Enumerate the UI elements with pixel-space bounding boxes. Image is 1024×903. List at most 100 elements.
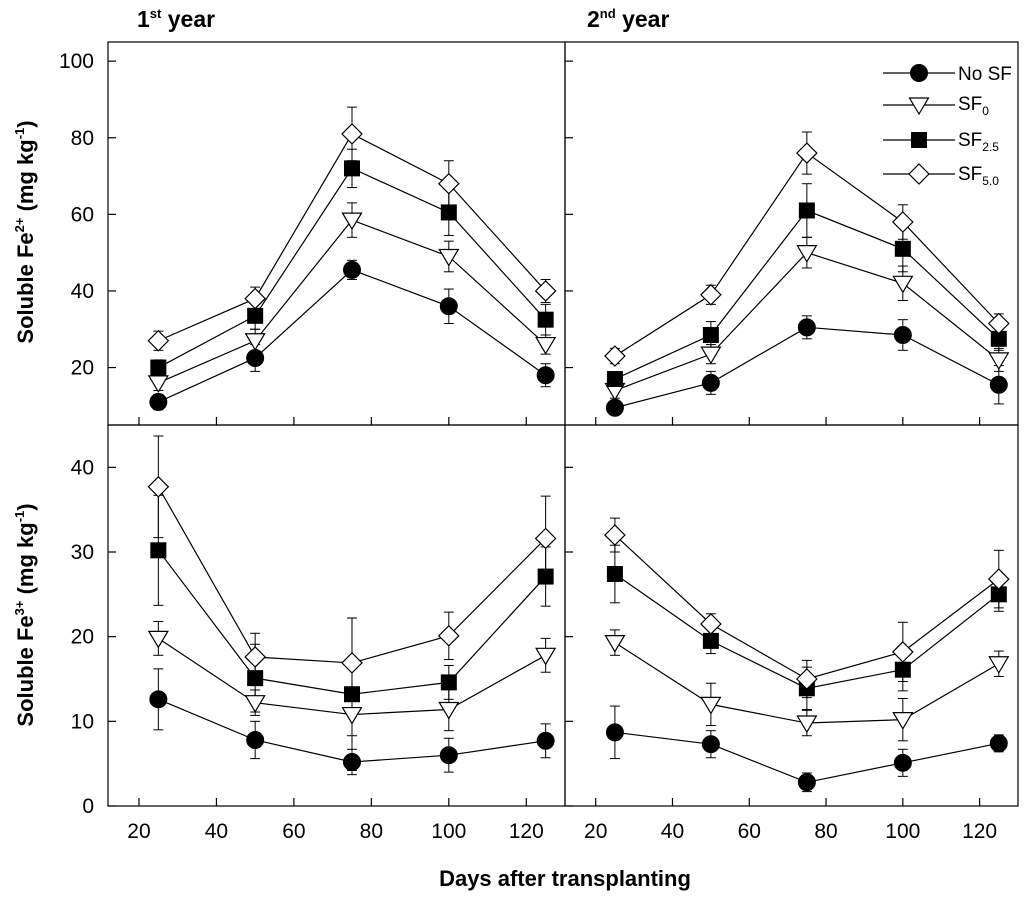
x-tick-label: 40 bbox=[205, 820, 228, 843]
legend-item-sf0: SF0 bbox=[883, 94, 989, 118]
x-axis-title: Days after transplanting bbox=[439, 866, 691, 891]
data-point-sf50 bbox=[987, 312, 1010, 335]
y-tick-label: 20 bbox=[71, 626, 94, 649]
data-point-nosf bbox=[893, 325, 912, 344]
data-point-sf50 bbox=[244, 287, 267, 310]
panel-bottom-left: 0 10 20 30 40 20 40 60 80 100 120 bbox=[71, 424, 566, 843]
data-point-sf50 bbox=[891, 211, 914, 233]
legend-marker-nosf bbox=[910, 64, 928, 82]
data-point-nosf bbox=[439, 297, 458, 316]
y-axis-title-top: Soluble Fe2+ (mg kg-1) bbox=[12, 120, 38, 343]
data-point-nosf bbox=[149, 393, 168, 412]
data-point-sf0 bbox=[341, 706, 363, 725]
data-point-nosf bbox=[605, 398, 624, 417]
x-tick-label: 20 bbox=[127, 820, 150, 843]
data-point-sf0 bbox=[604, 634, 626, 653]
data-point-sf50 bbox=[700, 283, 722, 306]
data-point-nosf bbox=[536, 731, 555, 750]
data-point-sf0 bbox=[438, 248, 460, 267]
x-tick-label: 20 bbox=[584, 820, 607, 843]
panel-top-right bbox=[564, 41, 1019, 426]
data-point-nosf bbox=[701, 373, 720, 392]
data-point-sf50 bbox=[437, 172, 460, 195]
panel-frame bbox=[564, 41, 1019, 426]
data-point-sf0 bbox=[147, 630, 169, 649]
legend-marker-sf50 bbox=[908, 163, 930, 185]
data-point-sf50 bbox=[604, 345, 626, 367]
svg-text:No SF: No SF bbox=[958, 64, 1012, 85]
data-point-sf0 bbox=[535, 336, 557, 355]
y-tick-label: 60 bbox=[71, 203, 94, 226]
data-point-sf50 bbox=[534, 280, 557, 302]
data-point-sf25 bbox=[537, 311, 554, 328]
data-point-nosf bbox=[439, 746, 458, 765]
data-point-sf50 bbox=[341, 123, 363, 145]
data-point-sf25 bbox=[247, 307, 264, 324]
y-tick-label: 40 bbox=[71, 280, 94, 303]
data-point-nosf bbox=[246, 730, 265, 749]
data-point-sf25 bbox=[702, 632, 719, 649]
data-point-sf0 bbox=[244, 695, 266, 713]
x-tick-label: 120 bbox=[962, 820, 997, 843]
data-point-sf25 bbox=[247, 670, 264, 687]
data-point-sf0 bbox=[244, 333, 266, 351]
data-point-sf0 bbox=[700, 346, 722, 365]
data-point-sf0 bbox=[892, 712, 914, 730]
data-point-sf25 bbox=[343, 686, 360, 703]
legend-item-sf25: SF2.5 bbox=[883, 130, 999, 154]
data-point-sf25 bbox=[606, 371, 623, 388]
data-point-sf0 bbox=[535, 647, 557, 666]
y-tick-label: 40 bbox=[71, 456, 94, 479]
x-tick-label: 80 bbox=[814, 820, 837, 843]
x-tick-label: 100 bbox=[431, 820, 466, 843]
data-point-sf50 bbox=[700, 613, 722, 635]
legend: No SF SF0 SF2.5 SF5.0 bbox=[883, 64, 1012, 188]
legend-item-no-sf: No SF bbox=[883, 64, 1012, 85]
panel-frame bbox=[107, 41, 566, 426]
y-tick-label: 100 bbox=[59, 50, 94, 73]
data-point-sf25 bbox=[440, 674, 457, 691]
y-tick-label: 30 bbox=[71, 541, 94, 564]
y-tick-label: 20 bbox=[71, 357, 94, 380]
data-point-sf25 bbox=[537, 568, 554, 585]
data-point-sf50 bbox=[534, 527, 557, 550]
data-point-nosf bbox=[797, 773, 816, 792]
y-tick-label: 80 bbox=[71, 127, 94, 150]
data-point-sf50 bbox=[604, 524, 626, 546]
data-point-sf50 bbox=[147, 329, 170, 352]
data-point-sf50 bbox=[796, 142, 818, 164]
data-point-sf0 bbox=[147, 375, 169, 394]
data-point-sf25 bbox=[150, 542, 167, 559]
data-point-sf0 bbox=[796, 245, 818, 263]
data-point-nosf bbox=[701, 735, 720, 754]
panel-bottom-right: 20 40 60 80 100 120 bbox=[564, 424, 1019, 843]
panel-title-2nd-year: 2nd year bbox=[587, 6, 669, 32]
panel-frame bbox=[107, 424, 566, 807]
data-point-sf0 bbox=[892, 275, 914, 294]
data-point-sf0 bbox=[438, 701, 460, 720]
y-tick-label: 10 bbox=[71, 710, 94, 733]
data-point-sf50 bbox=[341, 652, 363, 674]
legend-marker-sf25 bbox=[911, 132, 927, 148]
y-axis-title-bottom: Soluble Fe3+ (mg kg-1) bbox=[12, 503, 38, 726]
data-point-sf25 bbox=[894, 240, 911, 257]
data-point-nosf bbox=[989, 734, 1008, 753]
data-point-sf25 bbox=[343, 160, 360, 177]
data-point-nosf bbox=[797, 318, 816, 337]
x-tick-label: 120 bbox=[509, 820, 544, 843]
data-point-sf25 bbox=[606, 566, 623, 583]
data-point-nosf bbox=[149, 690, 168, 709]
data-point-sf0 bbox=[988, 352, 1010, 371]
x-tick-label: 100 bbox=[885, 820, 920, 843]
series-line-sf50 bbox=[614, 534, 1000, 680]
svg-text:SF5.0: SF5.0 bbox=[958, 164, 999, 188]
data-point-nosf bbox=[342, 752, 361, 771]
panel-title-1st-year: 1st year bbox=[137, 6, 215, 32]
data-point-sf50 bbox=[437, 624, 460, 647]
svg-text:SF0: SF0 bbox=[958, 94, 989, 118]
data-point-sf0 bbox=[700, 696, 722, 715]
data-point-sf25 bbox=[702, 326, 719, 343]
data-point-sf50 bbox=[891, 641, 914, 663]
data-point-sf25 bbox=[798, 202, 815, 219]
